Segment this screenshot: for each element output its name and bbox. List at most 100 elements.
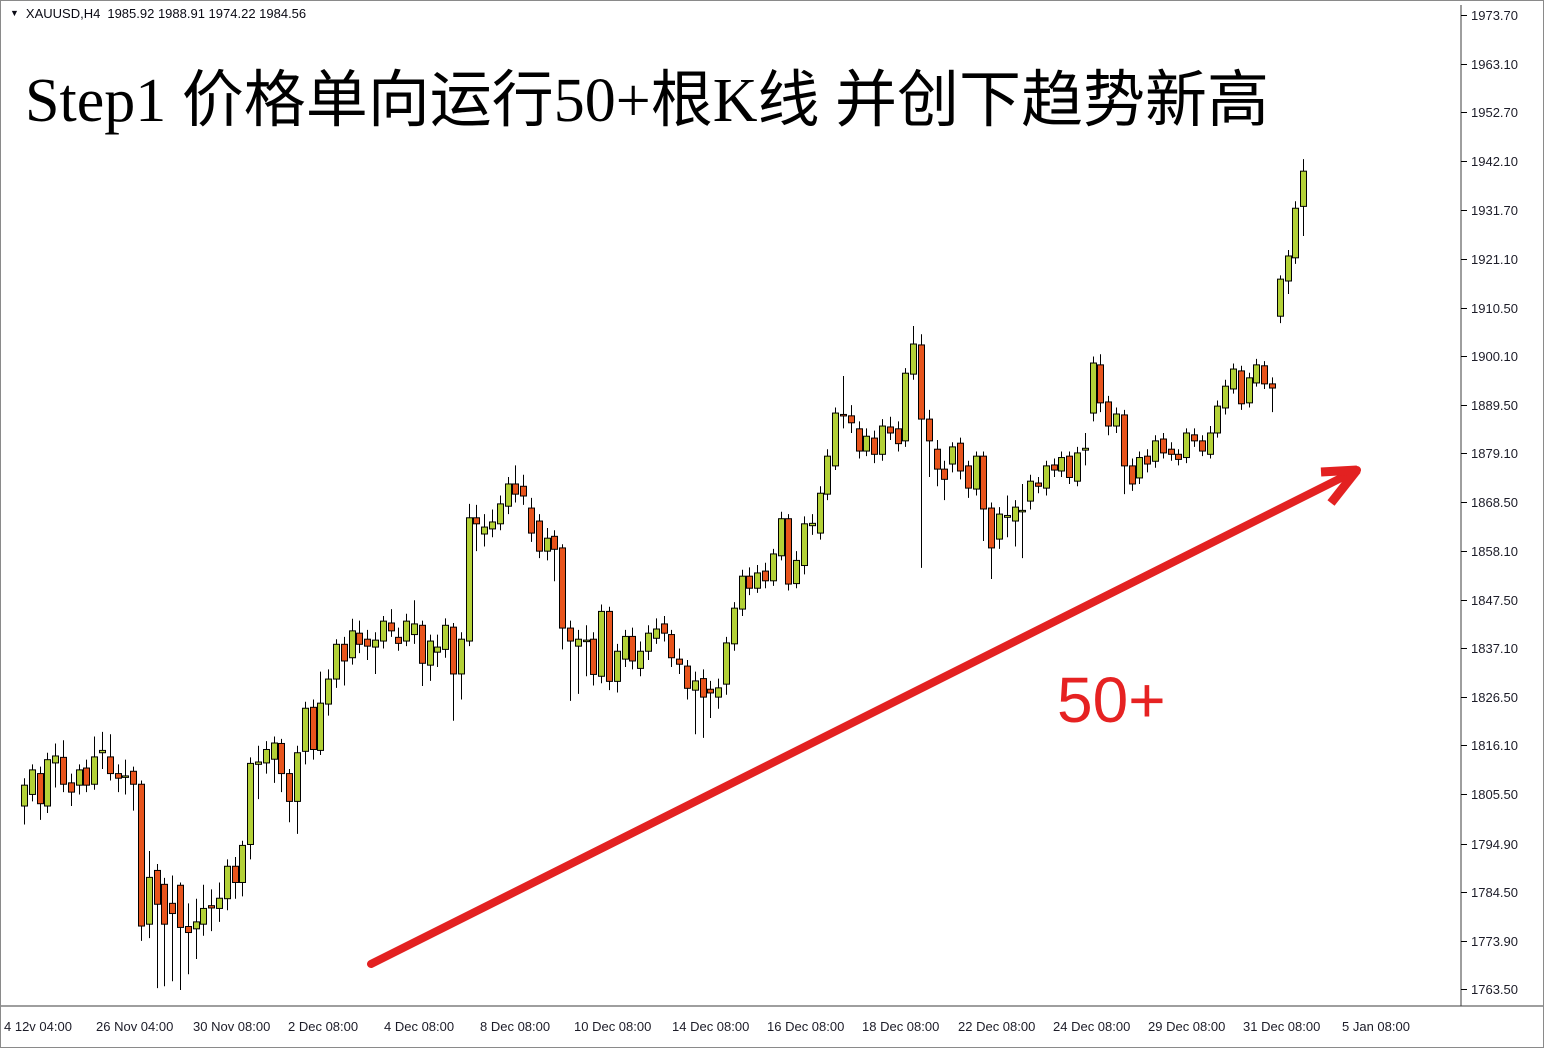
x-axis-time-label: 4 Dec 08:00 (384, 1019, 454, 1034)
y-axis-price-label: 1900.10 (1471, 349, 1518, 364)
candle-body (949, 446, 956, 465)
x-axis-time-label: 24 Dec 08:00 (1053, 1019, 1130, 1034)
candle-body (302, 707, 309, 752)
x-axis-time-label: 18 Dec 08:00 (862, 1019, 939, 1034)
x-axis-time-label: 14 Dec 08:00 (672, 1019, 749, 1034)
candle-body (224, 865, 231, 900)
candle-body (1019, 509, 1026, 513)
candle-body (1230, 368, 1237, 390)
trend-arrow-head-barb (1320, 465, 1358, 477)
candle-body (271, 742, 278, 760)
trend-arrow-line[interactable] (367, 466, 1361, 968)
candle-body (520, 485, 527, 497)
x-axis-time-label: 22 Dec 08:00 (958, 1019, 1035, 1034)
candle-body (1191, 434, 1198, 442)
candle-body (996, 513, 1003, 540)
x-axis-time-label: 30 Nov 08:00 (193, 1019, 270, 1034)
candle-body (1300, 170, 1307, 207)
y-axis-price-label: 1952.70 (1471, 105, 1518, 120)
candle-body (489, 521, 496, 530)
y-axis-price-label: 1858.10 (1471, 544, 1518, 559)
candle-body (1043, 465, 1050, 489)
candle-body (388, 622, 395, 632)
candle-body (902, 372, 909, 442)
candle-body (208, 905, 215, 909)
candle-body (715, 687, 722, 698)
candle-body (848, 415, 855, 424)
candle-body (1292, 207, 1299, 259)
candle-body (512, 483, 519, 495)
x-axis-time-label: 5 Jan 08:00 (1342, 1019, 1410, 1034)
candle-body (700, 678, 707, 698)
candle-body (411, 623, 418, 636)
candle-body (957, 442, 964, 472)
candle-body (1261, 365, 1268, 385)
candle-body (356, 632, 363, 645)
y-axis-price-label: 1784.50 (1471, 885, 1518, 900)
candle-body (739, 575, 746, 610)
candle-body (52, 755, 59, 764)
candle-body (754, 572, 761, 589)
symbol-dropdown-icon[interactable]: ▼ (10, 8, 19, 18)
candle-body (926, 418, 933, 442)
y-axis-price-label: 1921.10 (1471, 252, 1518, 267)
candle-body (871, 437, 878, 455)
candle-body (278, 742, 285, 775)
candle-body (146, 876, 153, 925)
candle-body (551, 535, 558, 550)
candle-body (1207, 432, 1214, 455)
candle-body (200, 907, 207, 925)
candle-body (723, 642, 730, 685)
candle-body (778, 518, 785, 557)
candle-body (918, 344, 925, 420)
candle-body (544, 537, 551, 552)
candle-body (247, 762, 254, 845)
candle-body (239, 844, 246, 883)
x-axis-time-label: 29 Dec 08:00 (1148, 1019, 1225, 1034)
x-axis-time-label: 26 Nov 04:00 (96, 1019, 173, 1034)
candle-body (325, 678, 332, 705)
candle-body (1136, 457, 1143, 479)
candle-body (122, 775, 129, 778)
candle-body (99, 749, 106, 754)
candle-body (434, 646, 441, 653)
x-axis-time-label: 8 Dec 08:00 (480, 1019, 550, 1034)
candle-body (770, 553, 777, 582)
candle-body (980, 455, 987, 510)
candle-body (567, 627, 574, 642)
candle-body (879, 425, 886, 455)
candle-body (598, 610, 605, 677)
candle-body (973, 455, 980, 490)
candle-body (466, 517, 473, 642)
candle-body (130, 770, 137, 785)
candle-body (263, 748, 270, 764)
candle-body (536, 520, 543, 552)
x-axis-time-label: 4 12v 04:00 (4, 1019, 72, 1034)
candle-body (887, 426, 894, 434)
candle-body (29, 769, 36, 795)
candle-body (661, 623, 668, 634)
candle-body (1090, 362, 1097, 414)
candle-body (1058, 457, 1065, 472)
candle-body (645, 632, 652, 652)
candle-body (154, 869, 161, 905)
candle-body (622, 635, 629, 660)
candle-body (473, 517, 480, 525)
candle-body (68, 782, 75, 793)
candle-body (1246, 377, 1253, 404)
candle-body (1113, 413, 1120, 427)
candle-body (863, 435, 870, 452)
y-axis-price-label: 1805.50 (1471, 787, 1518, 802)
candle-body (1183, 432, 1190, 459)
candle-body (1253, 364, 1260, 384)
symbol-info-bar: ▼ XAUUSD,H4 1985.92 1988.91 1974.22 1984… (10, 6, 306, 21)
candle-body (824, 455, 831, 495)
candle-body (1051, 464, 1058, 471)
candle-body (1277, 278, 1284, 317)
candle-body (856, 428, 863, 452)
y-axis-price-label: 1973.70 (1471, 8, 1518, 23)
candle-body (731, 607, 738, 645)
candle-body (692, 680, 699, 691)
